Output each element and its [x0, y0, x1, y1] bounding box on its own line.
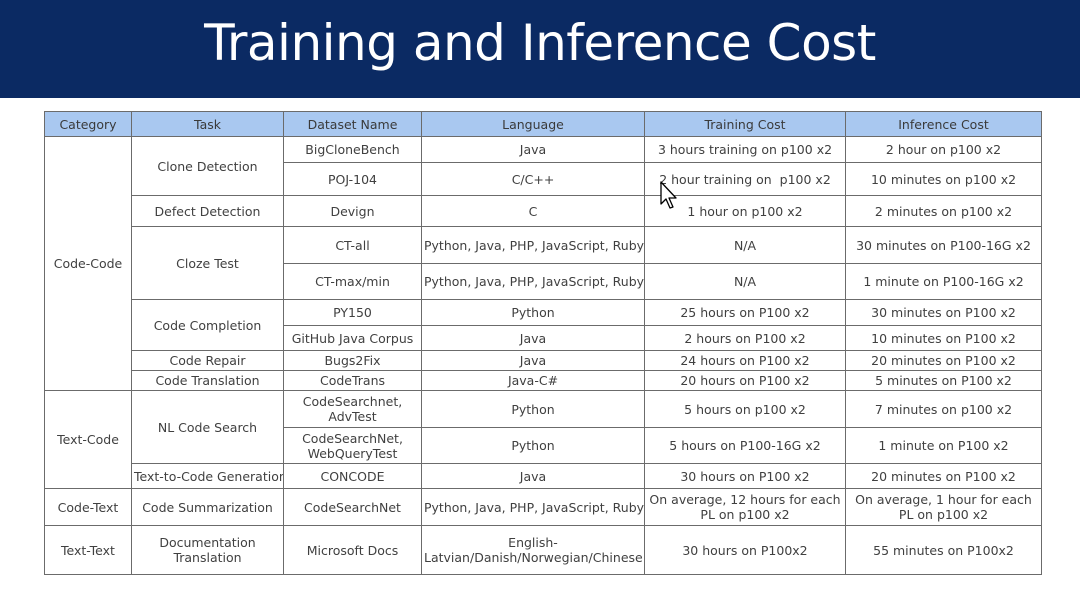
- inference-cost-cell: 55 minutes on P100x2: [845, 525, 1042, 575]
- header-dataset: Dataset Name: [283, 111, 422, 137]
- dataset-cell: CodeSearchnet, AdvTest: [283, 390, 422, 428]
- training-cost-cell: 5 hours on p100 x2: [644, 390, 846, 428]
- inference-cost-cell: 10 minutes on p100 x2: [845, 162, 1042, 196]
- header-training-cost: Training Cost: [644, 111, 846, 137]
- training-cost-cell: N/A: [644, 263, 846, 300]
- header-task: Task: [131, 111, 284, 137]
- language-cell: Java: [421, 463, 645, 489]
- task-cell: Code Completion: [131, 299, 284, 351]
- header-inference-cost: Inference Cost: [845, 111, 1042, 137]
- language-cell: Python, Java, PHP, JavaScript, Ruby, Go: [421, 488, 645, 526]
- dataset-cell: Devign: [283, 195, 422, 227]
- header-category: Category: [44, 111, 132, 137]
- inference-cost-cell: 30 minutes on P100-16G x2: [845, 226, 1042, 264]
- dataset-cell: PY150: [283, 299, 422, 326]
- training-cost-cell: 3 hours training on p100 x2: [644, 136, 846, 163]
- language-cell: Python, Java, PHP, JavaScript, Ruby, Go: [421, 226, 645, 264]
- training-cost-cell: 25 hours on P100 x2: [644, 299, 846, 326]
- inference-cost-cell: 5 minutes on P100 x2: [845, 370, 1042, 391]
- dataset-cell: CONCODE: [283, 463, 422, 489]
- inference-cost-cell: 20 minutes on P100 x2: [845, 350, 1042, 371]
- task-cell: Code Summarization: [131, 488, 284, 526]
- dataset-cell: BigCloneBench: [283, 136, 422, 163]
- cost-table: Category Task Dataset Name Language Trai…: [44, 111, 1042, 575]
- inference-cost-cell: 20 minutes on P100 x2: [845, 463, 1042, 489]
- table-row: CodeSearchNet, WebQueryTest Python 5 hou…: [45, 427, 1042, 464]
- table-row: Code Completion PY150 Python 25 hours on…: [45, 299, 1042, 351]
- table-row: Cloze Test CT-all Python, Java, PHP, Jav…: [45, 226, 1042, 300]
- table-row: Code-Code Clone Detection BigCloneBench …: [44, 136, 1042, 391]
- inference-cost-cell: 2 minutes on p100 x2: [845, 195, 1042, 227]
- table-row: Text-Text Documentation Translation Micr…: [44, 525, 1042, 575]
- table-row: Defect Detection Devign C 1 hour on p100…: [45, 195, 1042, 227]
- category-cell: Code-Text: [44, 488, 132, 526]
- inference-cost-cell: 30 minutes on P100 x2: [845, 299, 1042, 326]
- category-cell: Text-Code: [44, 390, 132, 489]
- dataset-cell: CodeSearchNet, WebQueryTest: [283, 427, 422, 464]
- inference-cost-cell: 7 minutes on p100 x2: [845, 390, 1042, 428]
- inference-cost-cell: 10 minutes on P100 x2: [845, 325, 1042, 351]
- training-cost-cell: N/A: [644, 226, 846, 264]
- training-cost-cell: On average, 12 hours for each PL on p100…: [644, 488, 846, 526]
- training-cost-cell: 24 hours on P100 x2: [644, 350, 846, 371]
- task-cell: Text-to-Code Generation: [131, 463, 284, 489]
- header-language: Language: [421, 111, 645, 137]
- task-cell: Cloze Test: [131, 226, 284, 300]
- training-cost-cell: 30 hours on P100 x2: [644, 463, 846, 489]
- task-cell: Code Translation: [131, 370, 284, 391]
- dataset-cell: CodeTrans: [283, 370, 422, 391]
- training-cost-cell: 2 hours on P100 x2: [644, 325, 846, 351]
- language-cell: C: [421, 195, 645, 227]
- inference-cost-cell: 1 minute on P100 x2: [845, 427, 1042, 464]
- inference-cost-cell: On average, 1 hour for each PL on p100 x…: [845, 488, 1042, 526]
- table-row: Code Repair Bugs2Fix Java 24 hours on P1…: [45, 350, 1042, 371]
- table-row: Code Translation CodeTrans Java-C# 20 ho…: [45, 370, 1042, 391]
- task-cell: NL Code Search: [131, 390, 284, 464]
- language-cell: Python, Java, PHP, JavaScript, Ruby, Go: [421, 263, 645, 300]
- training-cost-cell: 30 hours on P100x2: [644, 525, 846, 575]
- inference-cost-cell: 2 hour on p100 x2: [845, 136, 1042, 163]
- language-cell: Python: [421, 299, 645, 326]
- category-cell: Code-Code: [44, 136, 132, 391]
- table-row: Text-to-Code Generation CONCODE Java 30 …: [45, 463, 1042, 489]
- language-cell: C/C++: [421, 162, 645, 196]
- dataset-cell: CT-max/min: [283, 263, 422, 300]
- table-row: Code-Text Code Summarization CodeSearchN…: [44, 488, 1042, 526]
- category-cell: Text-Text: [44, 525, 132, 575]
- language-cell: Python: [421, 427, 645, 464]
- task-cell: Clone Detection: [131, 136, 284, 196]
- training-cost-cell: 1 hour on p100 x2: [644, 195, 846, 227]
- dataset-cell: CodeSearchNet: [283, 488, 422, 526]
- dataset-cell: CT-all: [283, 226, 422, 264]
- training-cost-cell: 20 hours on P100 x2: [644, 370, 846, 391]
- task-cell: Documentation Translation: [131, 525, 284, 575]
- table-row: POJ-104 C/C++ 2 hour training on p100 x2…: [45, 162, 1042, 196]
- language-cell: Java: [421, 350, 645, 371]
- title-banner: [0, 0, 1080, 98]
- language-cell: Java: [421, 136, 645, 163]
- dataset-cell: Bugs2Fix: [283, 350, 422, 371]
- language-cell: Python: [421, 390, 645, 428]
- task-cell: Code Repair: [131, 350, 284, 371]
- dataset-cell: POJ-104: [283, 162, 422, 196]
- training-cost-cell: 5 hours on P100-16G x2: [644, 427, 846, 464]
- table-header-row: Category Task Dataset Name Language Trai…: [44, 111, 1042, 137]
- language-cell: Java: [421, 325, 645, 351]
- inference-cost-cell: 1 minute on P100-16G x2: [845, 263, 1042, 300]
- language-cell: English-Latvian/Danish/Norwegian/Chinese: [421, 525, 645, 575]
- table-row: Text-Code NL Code Search CodeSearchnet, …: [44, 390, 1042, 489]
- dataset-cell: GitHub Java Corpus: [283, 325, 422, 351]
- language-cell: Java-C#: [421, 370, 645, 391]
- task-cell: Defect Detection: [131, 195, 284, 227]
- slide-title: Training and Inference Cost: [204, 14, 876, 72]
- training-cost-cell: 2 hour training on p100 x2: [644, 162, 846, 196]
- dataset-cell: Microsoft Docs: [283, 525, 422, 575]
